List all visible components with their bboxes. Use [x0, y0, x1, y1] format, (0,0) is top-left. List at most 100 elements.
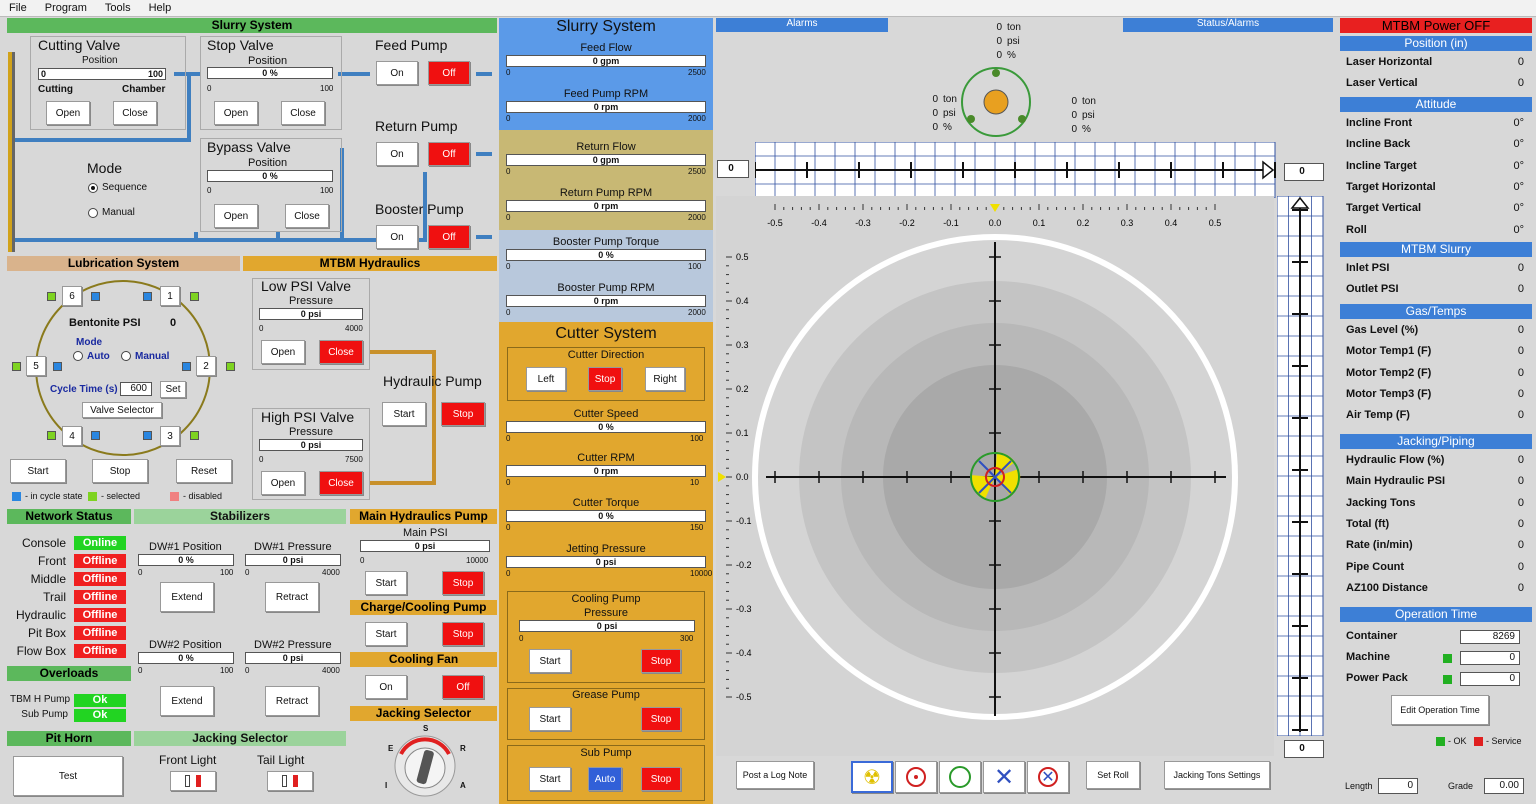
- target-view-button[interactable]: [895, 761, 937, 793]
- dw1-extend-button[interactable]: Extend: [160, 582, 214, 612]
- low-psi-close-button[interactable]: Close: [319, 340, 363, 364]
- mid-bar-label: Feed Pump RPM: [563, 88, 649, 100]
- alarms-header: Alarms: [716, 18, 888, 32]
- bypass-valve-title: Bypass Valve: [207, 139, 291, 155]
- grease-pump-stop-button[interactable]: Stop: [641, 707, 681, 731]
- valve-selector-button[interactable]: Valve Selector: [82, 402, 162, 418]
- cooling-pump-start-button[interactable]: Start: [529, 649, 571, 673]
- network-row-label: Front: [37, 554, 66, 568]
- stop-valve-close-button[interactable]: Close: [281, 101, 325, 125]
- cutter-left-button[interactable]: Left: [526, 367, 566, 391]
- dw1-retract-button[interactable]: Retract: [265, 582, 319, 612]
- booster-pump-off-button[interactable]: Off: [428, 225, 470, 249]
- menu-program[interactable]: Program: [44, 2, 87, 14]
- main-pump-stop-button[interactable]: Stop: [442, 571, 484, 595]
- cooling-fan-on-button[interactable]: On: [365, 675, 407, 699]
- hydraulic-pump-stop-button[interactable]: Stop: [441, 402, 485, 426]
- dw1-pressure-bar: 0 psi: [245, 554, 341, 566]
- cooling-pump-stop-button[interactable]: Stop: [641, 649, 681, 673]
- right-row: Roll 0°: [1346, 224, 1530, 236]
- feed-pump-on-button[interactable]: On: [376, 61, 418, 85]
- right-row: AZ100 Distance 0: [1346, 582, 1530, 594]
- menu-file[interactable]: File: [9, 2, 27, 14]
- tail-light-toggle[interactable]: [267, 771, 313, 791]
- cutter-bar-min: 0: [506, 434, 511, 443]
- main-pump-start-button[interactable]: Start: [365, 571, 407, 595]
- circle-view-button[interactable]: [939, 761, 981, 793]
- low-psi-open-button[interactable]: Open: [261, 340, 305, 364]
- valve-3-button[interactable]: 3: [160, 426, 180, 446]
- mode-sequence-radio[interactable]: [88, 183, 98, 193]
- feed-pump-off-button[interactable]: Off: [428, 61, 470, 85]
- machine-label: Machine: [1346, 651, 1391, 663]
- pipe: [476, 235, 492, 239]
- charge-pump-stop-button[interactable]: Stop: [442, 622, 484, 646]
- post-log-note-button[interactable]: Post a Log Note: [736, 761, 814, 789]
- network-row-label: Console: [21, 536, 66, 550]
- cutter-stop-button[interactable]: Stop: [588, 367, 622, 391]
- hydraulic-pump-start-button[interactable]: Start: [382, 402, 426, 426]
- high-psi-close-button[interactable]: Close: [319, 471, 363, 495]
- combined-view-button[interactable]: ✕: [1027, 761, 1069, 793]
- return-pump-off-button[interactable]: Off: [428, 142, 470, 166]
- valve-5-selected-indicator: [12, 362, 21, 371]
- cooling-fan-off-button[interactable]: Off: [442, 675, 484, 699]
- lube-auto-radio[interactable]: [73, 351, 83, 361]
- cycle-time-input[interactable]: 600: [120, 382, 152, 396]
- sub-pump-auto-button[interactable]: Auto: [588, 767, 622, 791]
- jacking-selector-dial[interactable]: [393, 734, 457, 798]
- valve-5-button[interactable]: 5: [26, 356, 46, 376]
- y-tick-label: 0.1: [736, 428, 749, 438]
- cutting-valve-close-button[interactable]: Close: [113, 101, 157, 125]
- valve-2-button[interactable]: 2: [196, 356, 216, 376]
- length-input[interactable]: 0: [1378, 778, 1418, 794]
- radiation-view-button[interactable]: ☢: [851, 761, 893, 793]
- high-psi-open-button[interactable]: Open: [261, 471, 305, 495]
- mtbm-hydraulics-header: MTBM Hydraulics: [243, 256, 497, 271]
- right-row: Gas Level (%) 0: [1346, 324, 1530, 336]
- sub-pump-start-button[interactable]: Start: [529, 767, 571, 791]
- booster-pump-on-button[interactable]: On: [376, 225, 418, 249]
- stop-valve-open-button[interactable]: Open: [214, 101, 258, 125]
- mode-manual-radio[interactable]: [88, 208, 98, 218]
- stabilizers-header: Stabilizers: [134, 509, 346, 524]
- bypass-valve-position-label: Position: [248, 157, 288, 169]
- grease-pump-start-button[interactable]: Start: [529, 707, 571, 731]
- menu-tools[interactable]: Tools: [104, 2, 131, 14]
- front-light-label: Front Light: [159, 753, 217, 767]
- valve-4-button[interactable]: 4: [62, 426, 82, 446]
- x-tick-label: 0.0: [989, 218, 1002, 228]
- charge-pump-start-button[interactable]: Start: [365, 622, 407, 646]
- valve-1-button[interactable]: 1: [160, 286, 180, 306]
- pit-horn-test-button[interactable]: Test: [13, 756, 123, 796]
- cutter-bar-max: 10000: [690, 569, 713, 578]
- valve-6-button[interactable]: 6: [62, 286, 82, 306]
- grade-input[interactable]: 0.00: [1484, 778, 1524, 794]
- jacking-tons-settings-button[interactable]: Jacking Tons Settings: [1164, 761, 1270, 789]
- menu-help[interactable]: Help: [148, 2, 172, 14]
- mid-bar-max: 2500: [688, 68, 706, 77]
- lube-stop-button[interactable]: Stop: [92, 459, 148, 483]
- lube-reset-button[interactable]: Reset: [176, 459, 232, 483]
- lube-manual-radio[interactable]: [121, 351, 131, 361]
- dw2-retract-button[interactable]: Retract: [265, 686, 319, 716]
- cutting-valve-open-button[interactable]: Open: [46, 101, 90, 125]
- grease-pump-group: [507, 688, 705, 740]
- cutter-right-button[interactable]: Right: [645, 367, 685, 391]
- front-light-toggle[interactable]: [170, 771, 216, 791]
- edit-operation-time-button[interactable]: Edit Operation Time: [1391, 695, 1489, 725]
- jack-left-pct-unit: %: [943, 122, 952, 133]
- cutter-system-title: Cutter System: [555, 325, 657, 342]
- bypass-valve-position-bar: 0 %: [207, 170, 333, 182]
- sub-pump-stop-button[interactable]: Stop: [641, 767, 681, 791]
- dw2-extend-button[interactable]: Extend: [160, 686, 214, 716]
- bypass-valve-close-button[interactable]: Close: [285, 204, 329, 228]
- low-psi-pressure-bar: 0 psi: [259, 308, 363, 320]
- lube-start-button[interactable]: Start: [10, 459, 66, 483]
- mid-bar-min: 0: [506, 68, 511, 77]
- cycle-set-button[interactable]: Set: [160, 381, 186, 398]
- set-roll-button[interactable]: Set Roll: [1086, 761, 1140, 789]
- cross-view-button[interactable]: ✕: [983, 761, 1025, 793]
- return-pump-on-button[interactable]: On: [376, 142, 418, 166]
- bypass-valve-open-button[interactable]: Open: [214, 204, 258, 228]
